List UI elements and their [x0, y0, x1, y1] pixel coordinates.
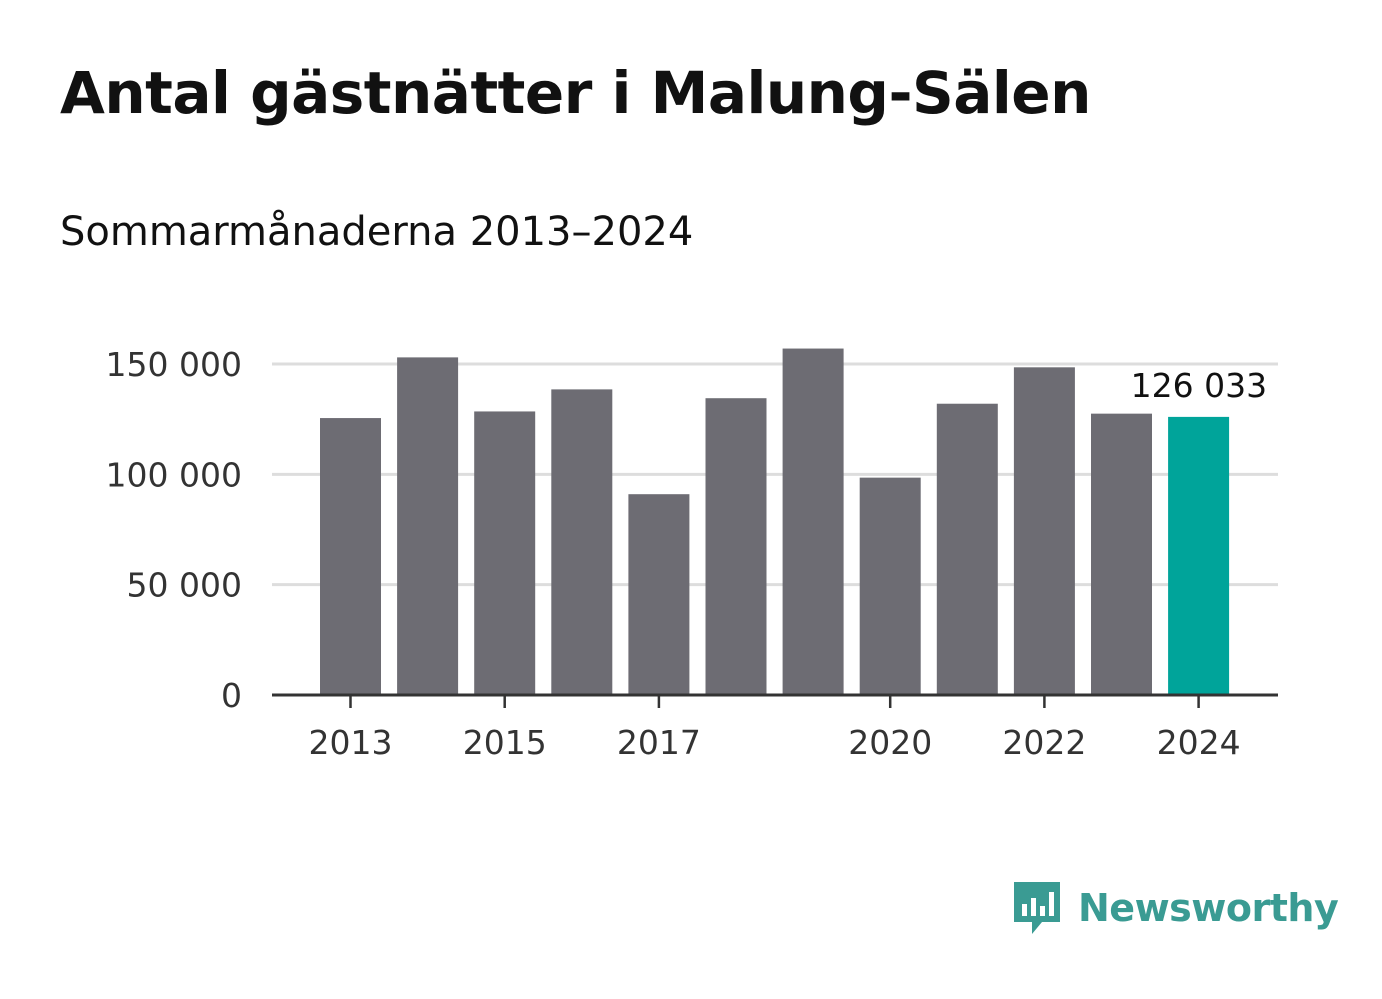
x-tick-label: 2017: [617, 723, 701, 762]
bar-2014: [397, 357, 459, 695]
x-tick-label: 2020: [848, 723, 932, 762]
data-label-2024: 126 033: [1131, 366, 1267, 405]
y-tick-label: 150 000: [106, 345, 242, 384]
bar-2016: [551, 389, 613, 695]
newsworthy-logo-text: Newsworthy: [1078, 886, 1339, 930]
x-tick-label: 2015: [463, 723, 547, 762]
annotations: 126 033: [1131, 366, 1267, 405]
bars: [320, 348, 1230, 695]
bar-2023: [1091, 413, 1152, 695]
chart-title: Antal gästnätter i Malung-Sälen: [60, 59, 1091, 127]
x-tick-label: 2013: [309, 723, 393, 762]
x-tick-label: 2022: [1002, 723, 1086, 762]
bar-2018: [705, 398, 767, 695]
x-tick-label: 2024: [1157, 723, 1241, 762]
bar-2015: [474, 411, 536, 695]
chart-subtitle: Sommarmånaderna 2013–2024: [60, 209, 694, 255]
x-axis-tick-labels: 2013 2015 2017 2020 2022 2024: [309, 695, 1241, 762]
bar-2019: [782, 348, 844, 695]
y-tick-label: 0: [221, 676, 242, 715]
bar-2020: [859, 477, 921, 695]
bar-2017: [628, 494, 690, 695]
y-axis-tick-labels: 0 50 000 100 000 150 000: [106, 345, 242, 715]
bar-2024: [1168, 416, 1230, 695]
bar-2021: [936, 403, 998, 695]
newsworthy-logo: Newsworthy: [1010, 878, 1339, 938]
y-tick-label: 50 000: [127, 566, 242, 605]
bar-2013: [320, 418, 381, 695]
bar-2022: [1013, 367, 1075, 695]
newsworthy-logo-icon: [1014, 882, 1060, 934]
y-tick-label: 100 000: [106, 455, 242, 494]
